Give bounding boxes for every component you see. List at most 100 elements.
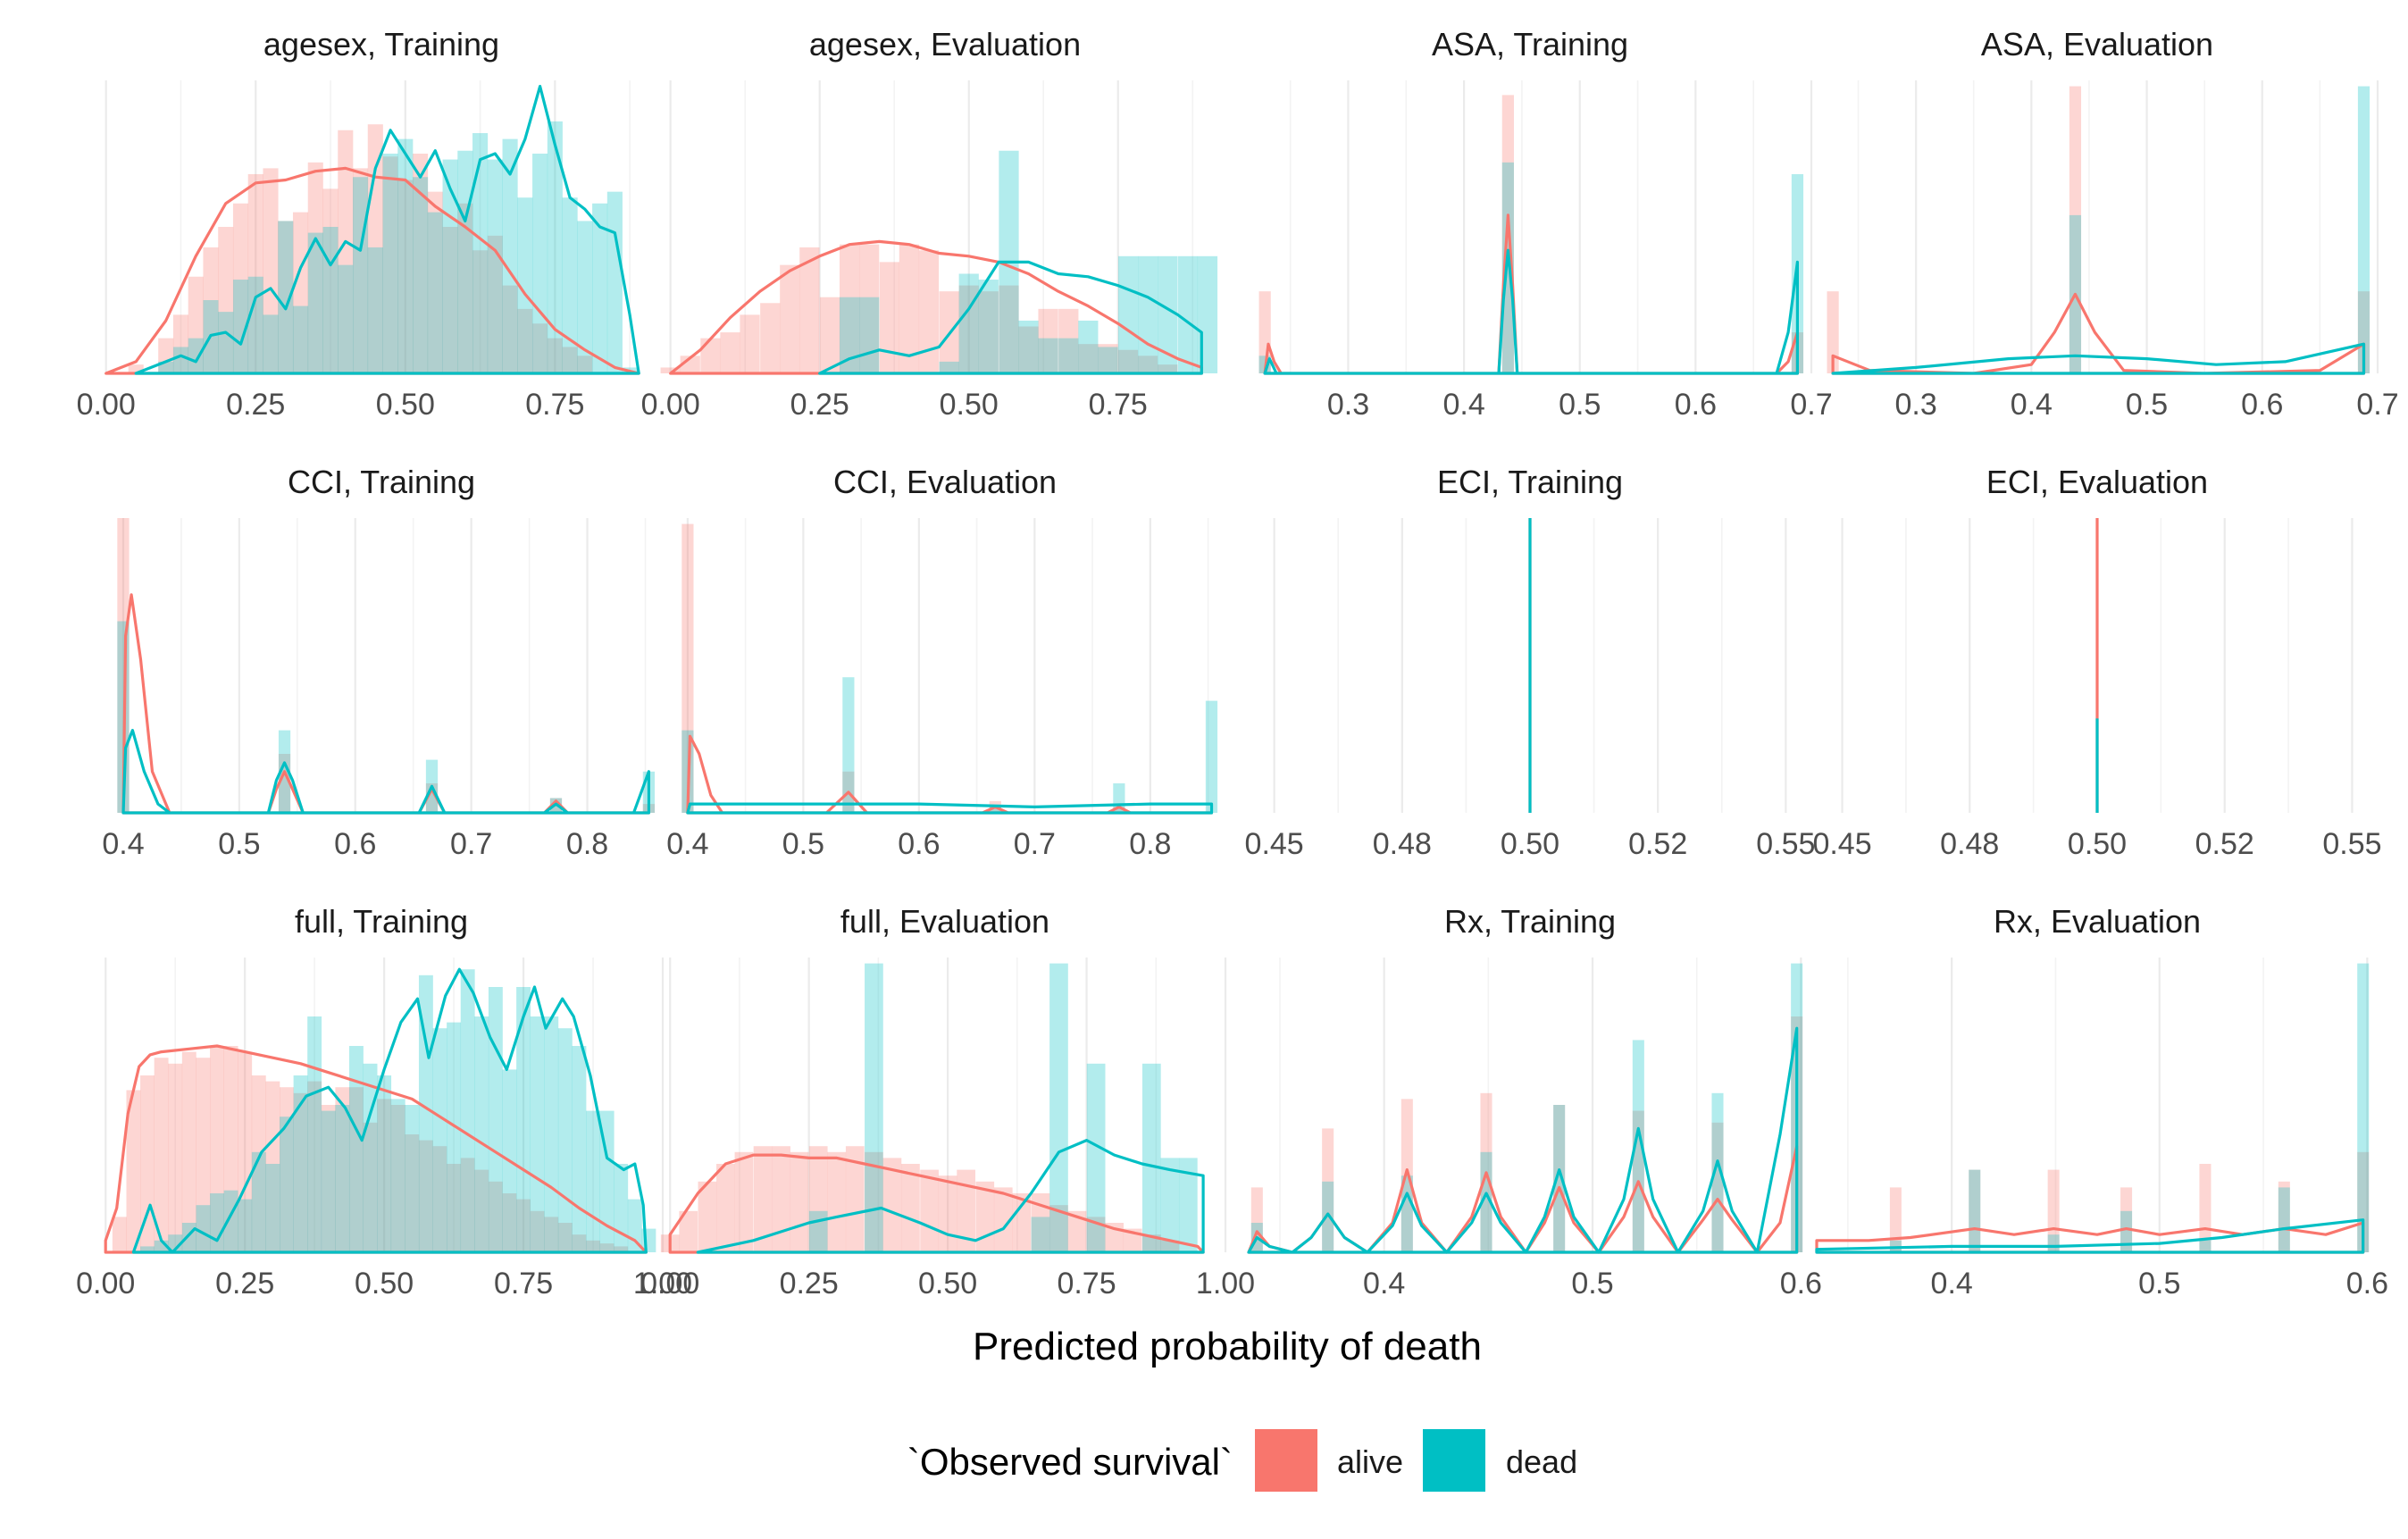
histogram-bar-alive xyxy=(827,1151,847,1252)
histogram-bar-alive xyxy=(1018,326,1039,373)
histogram-bar-alive xyxy=(819,297,840,373)
histogram-bar-alive xyxy=(1889,1187,1902,1252)
histogram-bar-alive xyxy=(753,1146,773,1252)
histogram-bar-alive xyxy=(1827,291,1839,373)
x-tick-label: 0.45 xyxy=(1245,827,1304,861)
histogram-bar-alive xyxy=(734,1151,754,1252)
histogram-bar-dead xyxy=(2120,1210,2133,1252)
histogram-bar-alive xyxy=(993,1187,1013,1252)
histogram-bar-alive xyxy=(899,244,920,373)
histogram-bar-dead xyxy=(238,1199,253,1252)
x-tick-label: 0.25 xyxy=(215,1267,274,1301)
histogram-bar-alive xyxy=(720,332,740,373)
histogram-bar-dead xyxy=(232,280,249,373)
histogram-bar-dead xyxy=(2199,1240,2212,1252)
density-curve-dead xyxy=(121,729,650,815)
density-curve-dead xyxy=(1247,1026,1799,1254)
histogram-bar-dead xyxy=(457,150,473,373)
histogram-bar-alive xyxy=(700,338,721,373)
histogram-bar-alive xyxy=(918,250,940,373)
x-tick-label: 0.4 xyxy=(666,827,708,861)
histogram-bar-alive xyxy=(562,347,578,373)
histogram-bar-dead xyxy=(474,1016,489,1252)
x-tick-label: 0.5 xyxy=(1571,1267,1613,1301)
x-tick-label: 0.7 xyxy=(1790,388,1832,422)
histogram-bar-alive xyxy=(2357,291,2370,373)
histogram-bar-dead xyxy=(939,361,959,373)
histogram-bar-alive xyxy=(1138,355,1158,373)
histogram-bar-dead xyxy=(367,247,383,373)
histogram-bar-dead xyxy=(1049,963,1068,1252)
panel-full-training: full, Training 0.00 0.25 0.50 0.75 1.00 xyxy=(76,903,692,1301)
histogram-bar-dead xyxy=(572,1046,587,1252)
histogram-bar-alive xyxy=(487,235,503,373)
histogram-bar-dead xyxy=(427,212,443,373)
x-tick-label: 0.55 xyxy=(2322,827,2381,861)
histogram-bar-dead xyxy=(307,1016,322,1252)
density-curve-alive xyxy=(669,239,1203,375)
histogram-bar-alive xyxy=(2047,1169,2060,1252)
x-tick-label: 0.4 xyxy=(1363,1267,1405,1301)
histogram-bar-alive xyxy=(978,291,999,373)
x-tick-label: 0.50 xyxy=(918,1267,977,1301)
histogram-bar-dead xyxy=(293,1075,308,1252)
x-tick-label: 0.8 xyxy=(566,827,608,861)
x-tick-label: 0.00 xyxy=(77,388,136,422)
histogram-bar-alive xyxy=(614,1246,629,1252)
histogram-bar-alive xyxy=(168,1063,183,1252)
panel-eci-evaluation: ECI, Evaluation 0.45 0.48 0.50 0.52 0.55 xyxy=(1812,464,2381,861)
histogram-bar-alive xyxy=(338,130,354,373)
histogram-bar-alive xyxy=(322,188,339,373)
histogram-bar-dead xyxy=(544,1016,559,1252)
histogram-bar-alive xyxy=(799,247,820,373)
histogram-bar-dead xyxy=(1031,1217,1050,1252)
histogram-bar-alive xyxy=(502,285,518,373)
histogram-bar-alive xyxy=(2120,1187,2133,1252)
facet-title: CCI, Evaluation xyxy=(833,464,1057,500)
histogram-bar-alive xyxy=(278,221,294,373)
histogram-bar-alive xyxy=(772,1146,790,1252)
histogram-bar-alive xyxy=(210,1046,224,1252)
legend-key-alive xyxy=(1255,1429,1317,1492)
histogram-bar-alive xyxy=(1067,1210,1087,1252)
histogram-bar-dead xyxy=(989,807,1001,813)
histogram-bar-dead xyxy=(307,232,323,373)
histogram-bar-dead xyxy=(382,154,398,373)
histogram-bar-dead xyxy=(614,1164,629,1252)
facet-title: ECI, Training xyxy=(1437,464,1623,500)
panel-asa-evaluation: ASA, Evaluation 0.3 0.4 0.5 0.6 0.7 xyxy=(1827,26,2399,422)
histogram-bar-alive xyxy=(1113,807,1125,813)
histogram-bar-dead xyxy=(363,1063,378,1252)
x-tick-label: 0.75 xyxy=(494,1267,553,1301)
histogram-bar-alive xyxy=(377,1099,392,1252)
histogram-bar-alive xyxy=(1400,1099,1413,1252)
histogram-bar-alive xyxy=(586,1240,600,1252)
x-tick-label: 0.50 xyxy=(355,1267,414,1301)
density-curve-dead xyxy=(686,802,1214,815)
facet-title: Rx, Evaluation xyxy=(1994,903,2201,940)
histogram-bar-dead xyxy=(397,138,414,373)
histogram-bar-alive xyxy=(577,355,593,373)
density-curve-alive xyxy=(668,1153,1205,1254)
histogram-bar-dead xyxy=(322,227,339,373)
histogram-bar-dead xyxy=(181,1223,196,1252)
histogram-bar-dead xyxy=(842,677,855,813)
histogram-bar-alive xyxy=(1049,1205,1068,1252)
histogram-bar-alive xyxy=(958,285,979,373)
x-tick-label: 0.4 xyxy=(102,827,144,861)
panel-rx-evaluation: Rx, Evaluation 0.4 0.5 0.6 xyxy=(1815,903,2388,1301)
x-tick-label: 0.6 xyxy=(2346,1267,2388,1301)
histogram-bar-dead xyxy=(1098,347,1118,373)
histogram-bar-dead xyxy=(140,1246,155,1252)
density-curve-dead xyxy=(131,967,648,1254)
x-tick-label: 0.4 xyxy=(1442,388,1484,422)
histogram-bar-alive xyxy=(1969,1169,1981,1252)
histogram-bar-dead xyxy=(1400,1175,1413,1252)
histogram-bar-alive xyxy=(882,1158,902,1252)
histogram-bar-alive xyxy=(363,1122,378,1252)
histogram-bar-dead xyxy=(1141,1063,1161,1252)
histogram-bar-dead xyxy=(859,297,880,373)
histogram-bar-alive xyxy=(307,162,323,373)
